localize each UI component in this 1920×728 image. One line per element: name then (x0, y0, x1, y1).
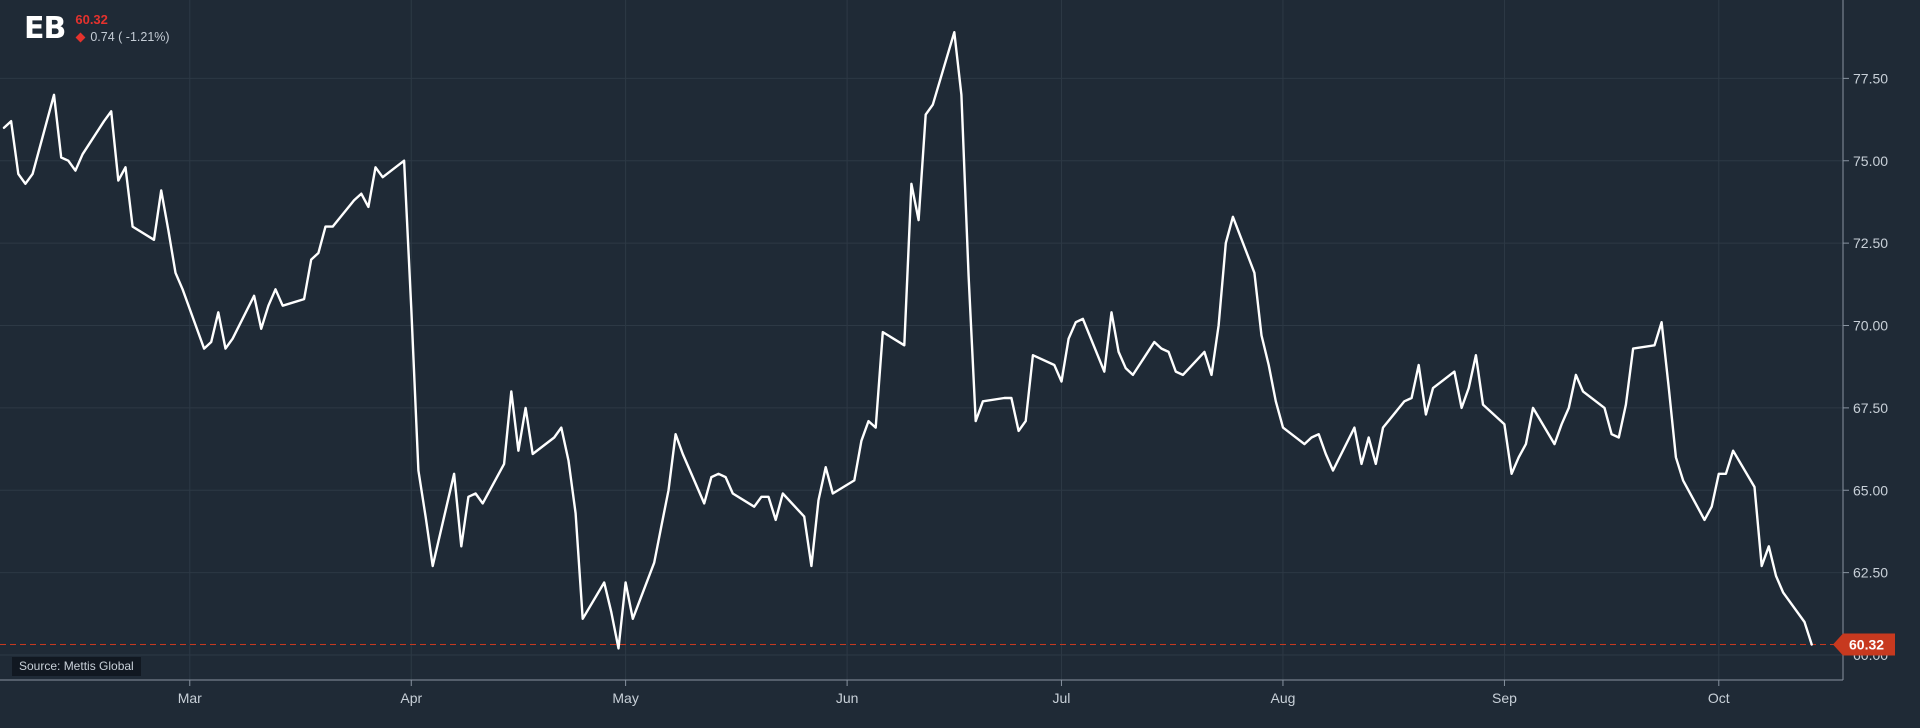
price-tag-label: 60.32 (1849, 636, 1884, 652)
price-change: 0.74 ( -1.21%) (75, 29, 170, 45)
y-tick-label: 67.50 (1853, 400, 1888, 416)
y-tick-label: 65.00 (1853, 482, 1888, 498)
x-tick-label: Jun (836, 690, 859, 706)
source-label: Source: Mettis Global (12, 657, 141, 676)
x-tick-label: Apr (400, 690, 422, 706)
quote-header: EB 60.32 0.74 ( -1.21%) (24, 12, 170, 46)
x-tick-label: Aug (1270, 690, 1295, 706)
y-tick-label: 70.00 (1853, 318, 1888, 334)
quote-block: 60.32 0.74 ( -1.21%) (75, 13, 169, 45)
x-tick-label: Mar (178, 690, 202, 706)
down-arrow-icon (75, 32, 86, 42)
price-tag (1833, 633, 1895, 656)
y-tick-label: 77.50 (1853, 70, 1888, 86)
y-tick-label: 62.50 (1853, 565, 1888, 581)
price-change-text: 0.74 ( -1.21%) (90, 30, 170, 44)
y-tick-label: 75.00 (1853, 153, 1888, 169)
x-tick-label: Oct (1708, 690, 1730, 706)
x-tick-label: Sep (1492, 690, 1517, 706)
x-tick-label: May (612, 690, 638, 706)
price-series-line (2, 31, 1813, 650)
last-price: 60.32 (75, 12, 108, 27)
y-tick-label: 72.50 (1853, 235, 1888, 251)
x-tick-label: Jul (1053, 690, 1071, 706)
ticker-symbol: EB (24, 11, 66, 46)
